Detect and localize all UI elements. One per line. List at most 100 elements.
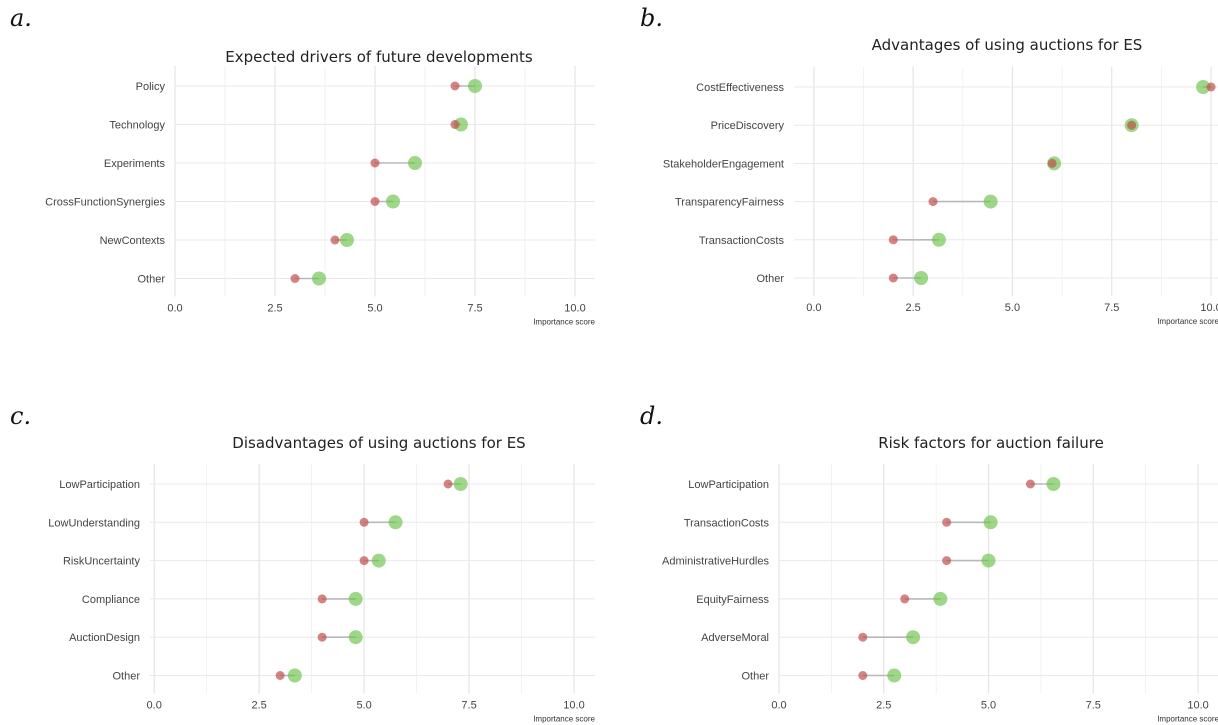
- panel-b-point-green: [931, 232, 946, 247]
- panel-d-tick-label: 0.0: [771, 700, 786, 712]
- panel-c-tick-label: 0.0: [147, 700, 162, 712]
- panel-b-category-label: TransparencyFairness: [675, 197, 785, 209]
- panel-b-point-green: [914, 271, 929, 285]
- panel-c-tick-label: 2.5: [252, 700, 267, 712]
- panel-b-category-label: Other: [756, 273, 784, 285]
- panel-c-x-axis-label: Importance score: [533, 715, 595, 724]
- panel-c-point-green: [371, 553, 386, 568]
- panel-b-point-red: [1047, 158, 1057, 168]
- panel-c-category-label: LowParticipation: [59, 479, 140, 491]
- panel-d-point-green: [887, 668, 902, 683]
- panel-c-tick-label: 7.5: [461, 700, 476, 712]
- panel-a-category-label: Other: [137, 274, 165, 286]
- panel-a-category-label: CrossFunctionSynergies: [45, 197, 165, 209]
- panel-c-point-red: [317, 594, 327, 604]
- panel-d-category-label: LowParticipation: [688, 479, 769, 491]
- panel-a-title: Expected drivers of future developments: [225, 48, 533, 66]
- panel-d-point-red: [858, 671, 868, 680]
- panel-a-point-green: [468, 79, 482, 93]
- panel-b-category-label: PriceDiscovery: [711, 120, 785, 132]
- panel-b-tick-label: 2.5: [906, 302, 921, 314]
- panel-a-point-red: [370, 158, 380, 168]
- panel-c-point-red: [317, 632, 327, 642]
- panel-c-point-green: [453, 477, 468, 491]
- panel-c-point-green: [348, 591, 363, 606]
- panel-d-point-green: [933, 591, 948, 606]
- panel-c-point-red: [443, 479, 453, 489]
- panel-a-point-red: [450, 81, 460, 91]
- panel-a-point-red: [290, 274, 300, 283]
- panel-a-tick-label: 0.0: [167, 303, 182, 315]
- panel-b-category-label: StakeholderEngagement: [663, 158, 784, 170]
- panel-c-point-green: [348, 630, 363, 645]
- panel-b-tick-label: 5.0: [1005, 302, 1020, 314]
- panel-b-tick-label: 7.5: [1104, 302, 1119, 314]
- panel-a-point-green: [340, 233, 354, 247]
- panel-d-tick-label: 7.5: [1086, 700, 1101, 712]
- panel-a-category-label: NewContexts: [100, 235, 166, 247]
- panel-c-category-label: AuctionDesign: [69, 632, 140, 644]
- panel-b-point-green: [1196, 80, 1211, 94]
- panel-d-tick-label: 10.0: [1187, 700, 1208, 712]
- panel-a-point-green: [386, 194, 400, 209]
- panel-b-point-red: [888, 235, 898, 245]
- panel-c-letter: c.: [10, 402, 32, 430]
- panel-d-title: Risk factors for auction failure: [878, 434, 1104, 452]
- panel-a-point-red: [330, 235, 340, 245]
- panel-a-category-label: Experiments: [104, 158, 166, 170]
- panel-b-category-label: TransactionCosts: [699, 235, 785, 247]
- panel-d-category-label: TransactionCosts: [684, 517, 770, 529]
- panel-a-tick-label: 7.5: [467, 303, 482, 315]
- panel-c-point-red: [359, 517, 369, 527]
- panel-d-point-red: [942, 556, 952, 566]
- panel-d-category-label: AdverseMoral: [701, 632, 769, 644]
- panel-b-point-red: [1206, 82, 1216, 92]
- panel-a-x-axis-label: Importance score: [533, 318, 595, 327]
- panel-d-letter: d.: [640, 402, 663, 430]
- panel-d-category-label: AdministrativeHurdles: [662, 556, 769, 568]
- panel-b-point-red: [888, 273, 898, 283]
- chart-c: Disadvantages of using auctions for ES Lo…: [48, 434, 595, 724]
- panel-c-category-label: Compliance: [82, 594, 140, 606]
- panel-a-tick-label: 2.5: [267, 303, 282, 315]
- panel-c-point-red: [275, 671, 285, 680]
- panel-c-title: Disadvantages of using auctions for ES: [232, 434, 525, 452]
- panel-c-point-red: [359, 556, 369, 566]
- panel-d-point-green: [983, 515, 998, 530]
- panel-a-point-green: [312, 271, 326, 286]
- panel-d-category-label: EquityFairness: [696, 594, 769, 606]
- panel-c-category-label: LowUnderstanding: [48, 517, 140, 529]
- panel-b-tick-label: 0.0: [806, 302, 821, 314]
- panel-a-point-red: [450, 120, 460, 129]
- panel-d-point-red: [1025, 479, 1035, 489]
- chart-b: Advantages of using auctions for ES CostE…: [663, 36, 1218, 326]
- panel-d-x-axis-label: Importance score: [1157, 715, 1218, 724]
- panel-c-category-label: Other: [112, 671, 140, 683]
- panel-a-category-label: Technology: [109, 120, 165, 132]
- chart-d: Risk factors for auction failure LowParti…: [662, 434, 1218, 724]
- panel-c-point-green: [388, 515, 403, 530]
- panel-c-point-green: [287, 668, 302, 683]
- panel-a-letter: a.: [10, 4, 32, 32]
- panel-c-tick-label: 5.0: [356, 700, 371, 712]
- panel-d-point-red: [942, 517, 952, 527]
- panel-a-category-label: Policy: [136, 81, 166, 93]
- panel-a-point-red: [370, 197, 380, 206]
- panel-c-tick-label: 10.0: [563, 700, 584, 712]
- panel-d-point-red: [858, 632, 868, 642]
- panel-d-point-green: [906, 630, 921, 645]
- panel-d-point-green: [1046, 477, 1061, 491]
- panel-b-category-label: CostEffectiveness: [696, 82, 784, 94]
- panel-b-x-axis-label: Importance score: [1157, 317, 1218, 326]
- panel-c-category-label: RiskUncertainty: [63, 556, 141, 568]
- panel-d-point-red: [900, 594, 910, 604]
- panel-d-category-label: Other: [741, 671, 769, 683]
- panel-b-letter: b.: [640, 4, 663, 32]
- panel-a-tick-label: 5.0: [367, 303, 382, 315]
- panel-d-tick-label: 2.5: [876, 700, 891, 712]
- panel-d-tick-label: 5.0: [981, 700, 996, 712]
- panel-b-point-green: [983, 194, 998, 209]
- panel-b-point-red: [928, 197, 938, 207]
- panel-b-title: Advantages of using auctions for ES: [872, 36, 1143, 54]
- panel-b-tick-label: 10.0: [1200, 302, 1218, 314]
